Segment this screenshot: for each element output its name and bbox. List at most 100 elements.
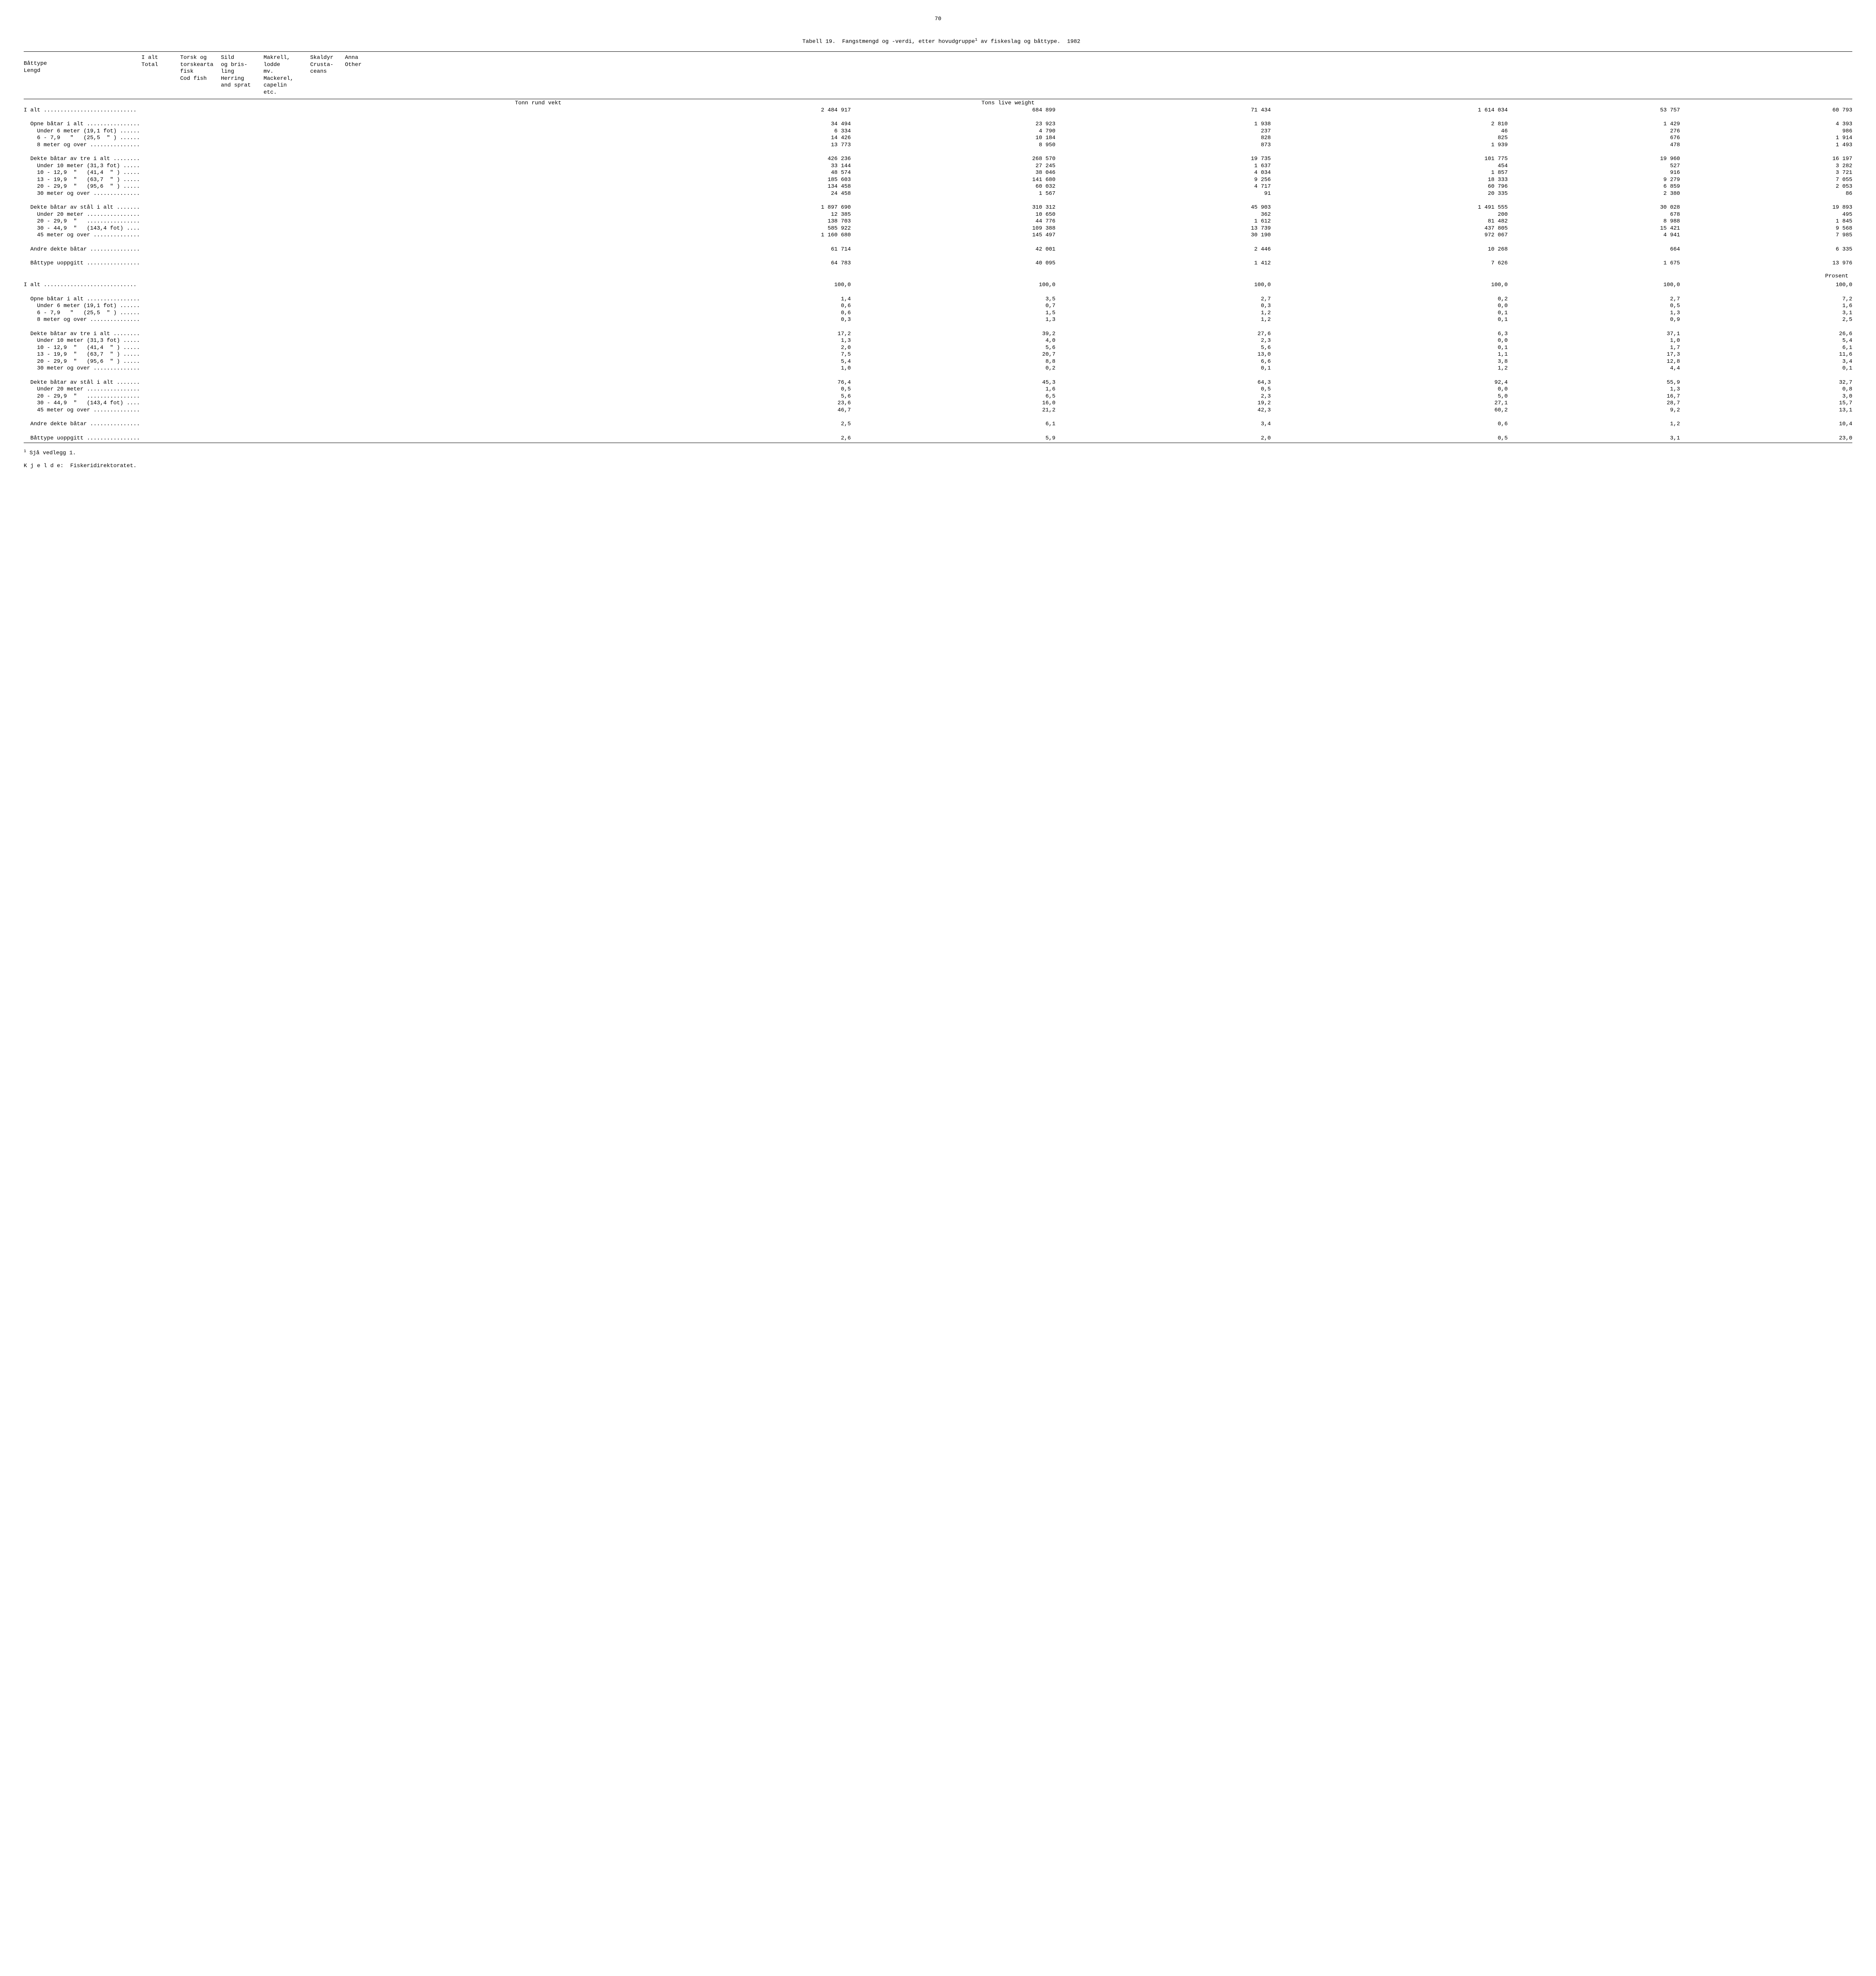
- row-label: I alt ............................: [24, 107, 657, 114]
- cell-value: 45 903: [1055, 204, 1271, 211]
- cell-value: 20 335: [1271, 190, 1508, 198]
- row-label: Dekte båtar av tre i alt ........: [24, 331, 657, 338]
- cell-value: 3 721: [1680, 170, 1852, 177]
- cell-value: 1,0: [657, 365, 851, 372]
- percent-label: Prosent: [24, 267, 1852, 282]
- cell-value: 5,6: [1055, 345, 1271, 352]
- cell-value: 268 570: [851, 156, 1055, 163]
- cell-value: 100,0: [1271, 282, 1508, 289]
- cell-value: 4 393: [1680, 121, 1852, 128]
- table-row: Båttype uoppgitt ................64 7834…: [24, 260, 1852, 267]
- cell-value: 873: [1055, 142, 1271, 149]
- table-row: Under 10 meter (31,3 fot) .....1,34,02,3…: [24, 338, 1852, 345]
- cell-value: 101 775: [1271, 156, 1508, 163]
- cell-value: 60 032: [851, 183, 1055, 190]
- cell-value: 2,5: [657, 421, 851, 428]
- cell-value: 10,4: [1680, 421, 1852, 428]
- cell-value: 0,1: [1680, 365, 1852, 372]
- cell-value: 828: [1055, 135, 1271, 142]
- cell-value: 6 335: [1680, 246, 1852, 253]
- cell-value: 2,5: [1680, 317, 1852, 324]
- cell-value: 3,0: [1680, 393, 1852, 400]
- row-label: Under 6 meter (19,1 fot) ......: [24, 303, 657, 310]
- cell-value: 2,6: [657, 435, 851, 442]
- col-header-cod: Torsk og torskearta fisk Cod fish: [177, 55, 218, 96]
- cell-value: 19 735: [1055, 156, 1271, 163]
- cell-value: 23,0: [1680, 435, 1852, 442]
- cell-value: 5,6: [851, 345, 1055, 352]
- cell-value: 46: [1271, 128, 1508, 135]
- cell-value: 5,6: [657, 393, 851, 400]
- table-row: Båttype uoppgitt ................2,65,92…: [24, 435, 1852, 442]
- cell-value: 1,1: [1271, 351, 1508, 358]
- footnote: 1 Sjå vedlegg 1.: [24, 449, 1852, 457]
- row-label: 8 meter og over ...............: [24, 142, 657, 149]
- cell-value: 7 055: [1680, 177, 1852, 184]
- unit-left: Tonn rund vekt: [24, 100, 974, 107]
- cell-value: 1,2: [1055, 317, 1271, 324]
- table-row: 30 - 44,9 " (143,4 fot) ....585 922109 3…: [24, 225, 1852, 232]
- cell-value: 0,1: [1271, 310, 1508, 317]
- cell-value: 2,7: [1508, 296, 1680, 303]
- cell-value: 13 739: [1055, 225, 1271, 232]
- cell-value: 2 446: [1055, 246, 1271, 253]
- cell-value: 0,5: [1508, 303, 1680, 310]
- cell-value: 100,0: [1055, 282, 1271, 289]
- cell-value: 678: [1508, 211, 1680, 219]
- cell-value: 0,0: [1271, 303, 1508, 310]
- cell-value: 141 680: [851, 177, 1055, 184]
- cell-value: 19,2: [1055, 400, 1271, 407]
- cell-value: 37,1: [1508, 331, 1680, 338]
- cell-value: 0,6: [1271, 421, 1508, 428]
- cell-value: 5,4: [657, 358, 851, 366]
- cell-value: 3,1: [1680, 310, 1852, 317]
- cell-value: 27,1: [1271, 400, 1508, 407]
- cell-value: 454: [1271, 163, 1508, 170]
- cell-value: 200: [1271, 211, 1508, 219]
- cell-value: 48 574: [657, 170, 851, 177]
- cell-value: 1,2: [1055, 310, 1271, 317]
- cell-value: 185 603: [657, 177, 851, 184]
- table-row: Under 10 meter (31,3 fot) .....33 14427 …: [24, 163, 1852, 170]
- cell-value: 426 236: [657, 156, 851, 163]
- row-label: 45 meter og over ..............: [24, 232, 657, 239]
- cell-value: 0,6: [657, 310, 851, 317]
- cell-value: 0,6: [657, 303, 851, 310]
- row-label: Dekte båtar av tre i alt ........: [24, 156, 657, 163]
- table-row: Under 20 meter ................0,51,60,5…: [24, 386, 1852, 393]
- row-label: Båttype uoppgitt ................: [24, 260, 657, 267]
- cell-value: 53 757: [1508, 107, 1680, 114]
- cell-value: 0,5: [1271, 435, 1508, 442]
- cell-value: 3,1: [1508, 435, 1680, 442]
- row-label: 45 meter og over ..............: [24, 407, 657, 414]
- cell-value: 9 279: [1508, 177, 1680, 184]
- cell-value: 40 095: [851, 260, 1055, 267]
- row-label: 6 - 7,9 " (25,5 " ) ......: [24, 310, 657, 317]
- cell-value: 19 960: [1508, 156, 1680, 163]
- cell-value: 1 160 680: [657, 232, 851, 239]
- col-header-other: Anna Other: [342, 55, 377, 96]
- row-label: 30 - 44,9 " (143,4 fot) ....: [24, 400, 657, 407]
- cell-value: 4,0: [851, 338, 1055, 345]
- cell-value: 6,5: [851, 393, 1055, 400]
- row-label: 30 meter og over ..............: [24, 365, 657, 372]
- row-label: Dekte båtar av stål i alt .......: [24, 204, 657, 211]
- table-row: I alt ............................2 484 …: [24, 107, 1852, 114]
- table-row: 8 meter og over ...............13 7738 9…: [24, 142, 1852, 149]
- cell-value: 6,3: [1271, 331, 1508, 338]
- cell-value: 1 857: [1271, 170, 1508, 177]
- cell-value: 100,0: [851, 282, 1055, 289]
- col-header-herring: Sild og bris- ling Herring and sprat: [218, 55, 260, 96]
- cell-value: 1,3: [657, 338, 851, 345]
- table-row: 10 - 12,9 " (41,4 " ) .....2,05,65,60,11…: [24, 345, 1852, 352]
- cell-value: 0,2: [851, 365, 1055, 372]
- cell-value: 2 484 917: [657, 107, 851, 114]
- cell-value: 7,5: [657, 351, 851, 358]
- cell-value: 61 714: [657, 246, 851, 253]
- cell-value: 4 790: [851, 128, 1055, 135]
- cell-value: 17,3: [1508, 351, 1680, 358]
- col-header-mackerel: Makrell, lodde mv. Mackerel, capelin etc…: [260, 55, 307, 96]
- row-label: 30 meter og over ..............: [24, 190, 657, 198]
- cell-value: 4 034: [1055, 170, 1271, 177]
- col-header-crustaceans: Skaldyr Crusta- ceans: [307, 55, 342, 96]
